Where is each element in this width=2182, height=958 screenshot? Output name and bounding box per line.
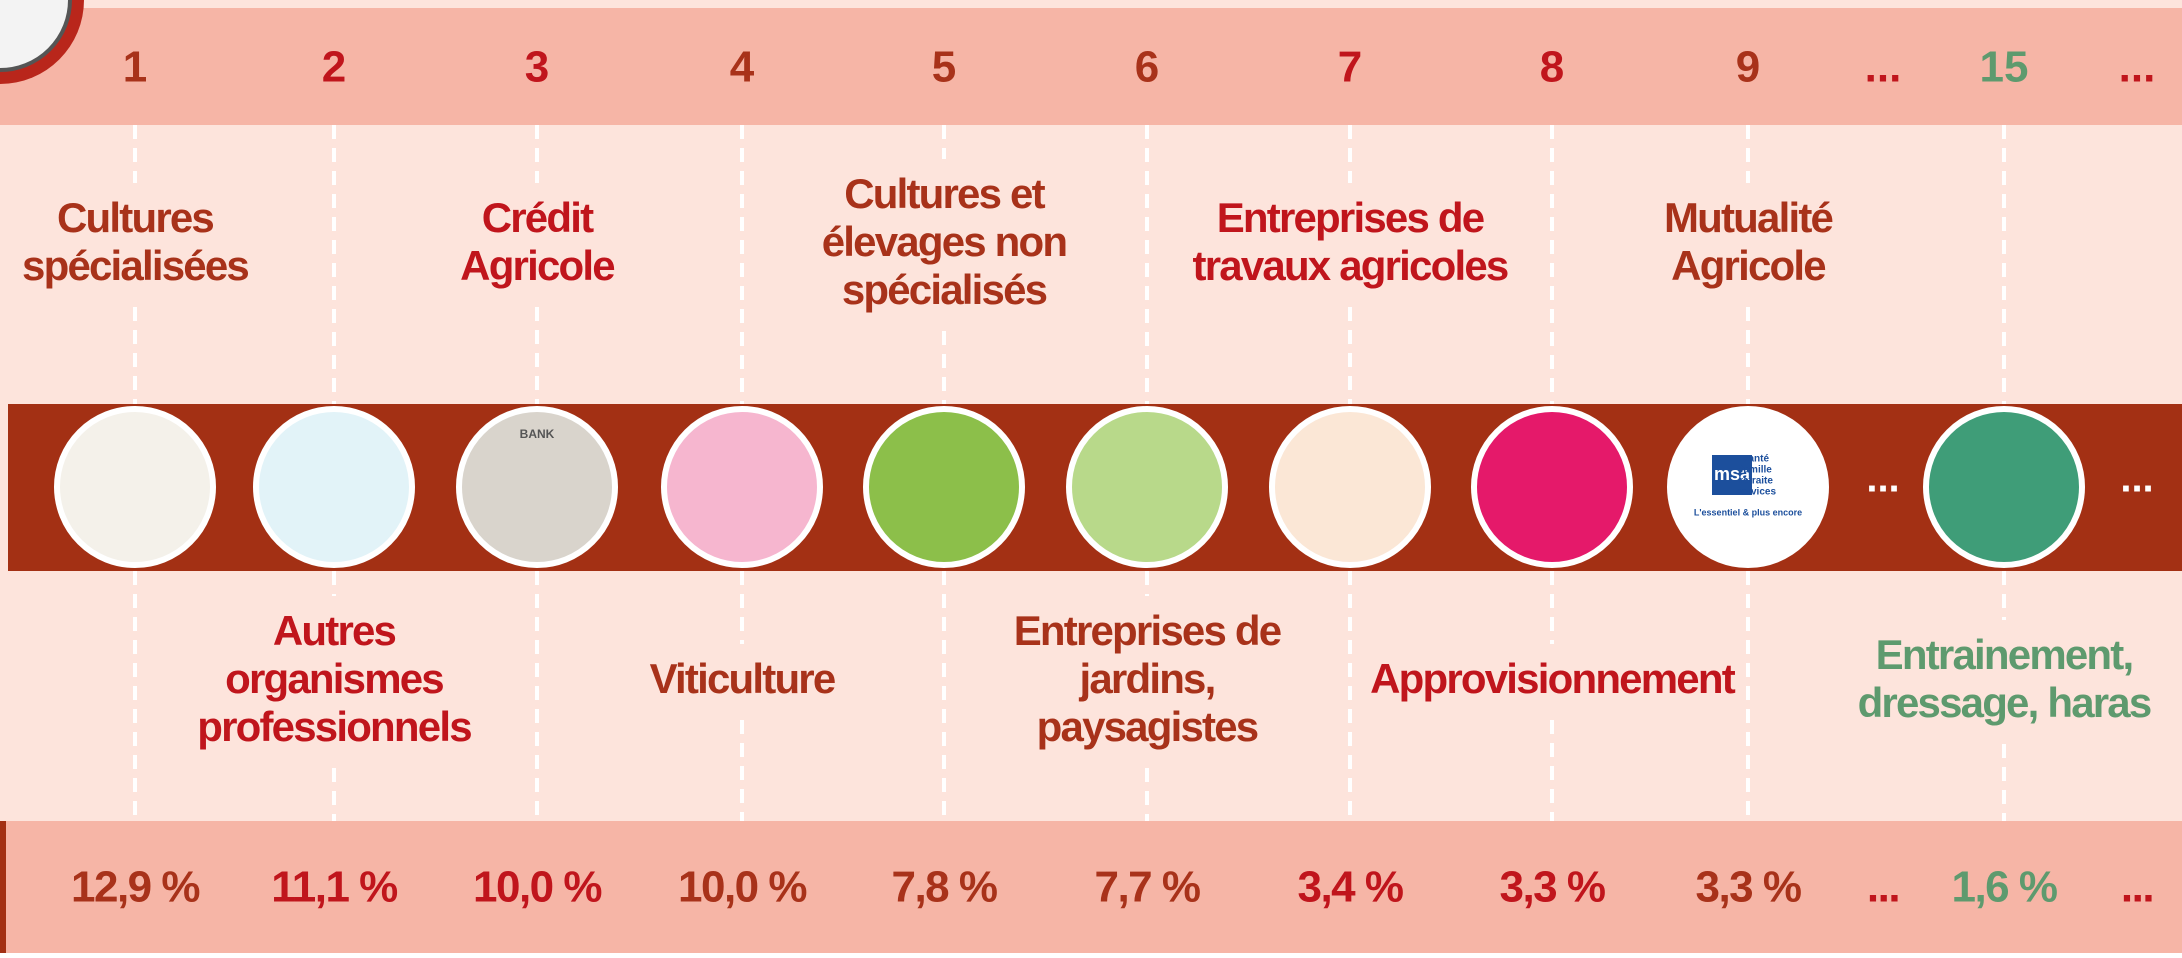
column-label: Cultures et: [844, 170, 1045, 217]
column-label: élevages non: [822, 218, 1067, 265]
column-label: travaux agricoles: [1193, 242, 1508, 289]
column-label: Autres: [273, 607, 396, 654]
logo-tagline: L'essentiel & plus encore: [1694, 507, 1802, 517]
logo-line: santé: [1743, 454, 1770, 465]
icon-ellipsis: ...: [2120, 457, 2153, 501]
column-label: Viticulture: [650, 655, 835, 702]
edge: [0, 821, 6, 953]
rank: ...: [1865, 43, 1902, 92]
icon: [456, 406, 618, 568]
rank: 5: [932, 43, 956, 92]
icon: [253, 406, 415, 568]
column-label: Entreprises de: [1217, 194, 1484, 241]
rank: 1: [123, 43, 147, 92]
column-label: Entreprises de: [1014, 607, 1281, 654]
icon-ellipsis: ...: [1866, 457, 1899, 501]
logo-line: famille: [1740, 465, 1772, 476]
percent: ...: [2121, 863, 2153, 912]
rank: 7: [1338, 43, 1362, 92]
percent: 3,3 %: [1695, 863, 1800, 912]
percent: 10,0 %: [678, 863, 806, 912]
logo-box: [1712, 455, 1752, 495]
column-label: spécialisés: [842, 266, 1047, 313]
icon-text: BANK: [520, 427, 555, 441]
column-label: organismes: [225, 655, 443, 702]
column-label: spécialisées: [22, 242, 248, 289]
rank: 15: [1980, 43, 2029, 92]
rank: 3: [525, 43, 549, 92]
rank: 4: [730, 43, 755, 92]
icon: [1066, 406, 1228, 568]
icon: [54, 406, 216, 568]
column-label: Approvisionnement: [1370, 655, 1736, 702]
rank: 9: [1736, 43, 1760, 92]
percent: 10,0 %: [473, 863, 601, 912]
column-label: paysagistes: [1037, 703, 1258, 750]
rank: ...: [2119, 43, 2156, 92]
percent: 3,4 %: [1297, 863, 1402, 912]
column-label: Crédit: [482, 194, 594, 241]
logo-line: retraite: [1739, 476, 1773, 487]
percent: 12,9 %: [71, 863, 199, 912]
column-label: Entrainement,: [1876, 631, 2133, 678]
column-label: Agricole: [1671, 242, 1825, 289]
column-label: professionnels: [197, 703, 471, 750]
icon: [1923, 406, 2085, 568]
column-label: dressage, haras: [1858, 679, 2151, 726]
column-label: Cultures: [57, 194, 213, 241]
column-label: Mutualité: [1664, 194, 1833, 241]
icon: [863, 406, 1025, 568]
icon: [1471, 406, 1633, 568]
rank: 6: [1135, 43, 1159, 92]
percent: ...: [1867, 863, 1899, 912]
column-label: Agricole: [460, 242, 614, 289]
logo-name: msa: [1714, 464, 1751, 484]
percent: 7,7 %: [1094, 863, 1199, 912]
percent: 3,3 %: [1499, 863, 1604, 912]
rank-band: [0, 8, 2182, 125]
percent: 7,8 %: [891, 863, 996, 912]
percent: 11,1 %: [271, 863, 397, 912]
percent: 1,6 %: [1951, 863, 2056, 912]
icon: [1269, 406, 1431, 568]
percent-band: [0, 821, 2182, 953]
column-label: jardins,: [1079, 655, 1215, 702]
icon: [661, 406, 823, 568]
rank: 2: [322, 43, 346, 92]
corner-badge-inner: [0, 0, 72, 72]
logo-line: services: [1736, 487, 1776, 498]
rank: 8: [1540, 43, 1564, 92]
